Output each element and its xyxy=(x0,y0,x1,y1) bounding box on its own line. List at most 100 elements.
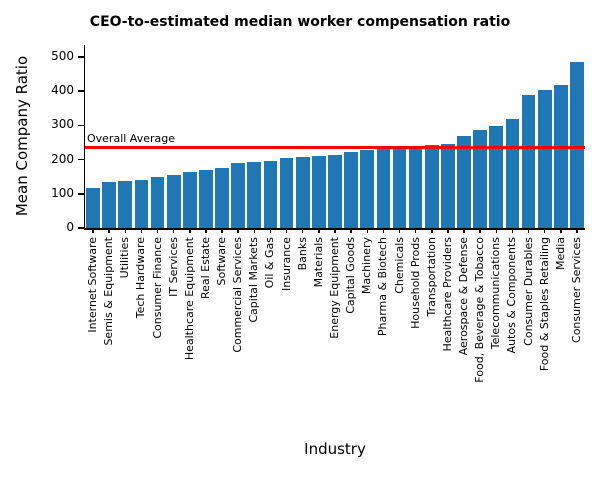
x-tick-label: Energy Equipment xyxy=(328,237,341,339)
x-tick-mark xyxy=(205,228,207,233)
bar xyxy=(312,156,326,228)
y-tick-label: 200 xyxy=(51,151,74,166)
bar xyxy=(441,143,455,228)
x-tick-mark xyxy=(318,228,320,233)
bar xyxy=(295,157,310,228)
bar xyxy=(182,172,197,228)
y-axis-label: Mean Company Ratio xyxy=(13,55,31,217)
y-tick-mark xyxy=(77,124,84,127)
bar xyxy=(247,162,262,228)
x-tick-label: Capital Goods xyxy=(344,237,358,314)
x-tick-mark xyxy=(334,228,336,233)
x-tick-mark xyxy=(189,228,191,233)
x-tick-label: Capital Markets xyxy=(247,237,261,323)
x-tick-label: Consumer Services xyxy=(569,237,583,343)
x-tick-label: Tech Hardware xyxy=(134,237,148,319)
y-tick-mark xyxy=(77,56,84,58)
x-tick-mark xyxy=(366,228,368,233)
x-tick-mark xyxy=(156,228,159,233)
x-tick-label: Consumer Durables xyxy=(521,237,535,346)
x-tick-label: Utilities xyxy=(118,237,132,279)
x-tick-label: Telecommunications xyxy=(489,237,503,350)
x-tick-label: Consumer Finance xyxy=(150,237,164,339)
x-tick-mark xyxy=(108,228,110,233)
y-tick-mark xyxy=(77,193,84,195)
bar xyxy=(150,177,165,228)
x-tick-label: Healthcare Providers xyxy=(440,237,454,352)
bar xyxy=(570,62,584,228)
y-tick-mark xyxy=(77,90,84,92)
bar xyxy=(408,146,423,228)
x-tick-label: Healthcare Equipment xyxy=(182,237,196,361)
x-tick-label: Household Prods xyxy=(408,237,422,329)
bar xyxy=(215,167,229,228)
bar xyxy=(360,150,375,228)
bar xyxy=(118,181,133,228)
overall-average-annotation: Overall Average xyxy=(87,131,175,145)
x-tick-label: Chemicals xyxy=(392,237,406,294)
bar xyxy=(263,160,278,228)
x-tick-mark xyxy=(124,228,127,233)
x-tick-label: Materials xyxy=(311,237,325,288)
bar xyxy=(473,130,487,228)
x-tick-mark xyxy=(576,228,578,233)
bar xyxy=(231,163,246,228)
x-tick-mark xyxy=(237,228,239,233)
x-tick-label: Transportation xyxy=(424,237,438,317)
x-tick-label: Internet Software xyxy=(86,237,100,333)
x-tick-label: Autos & Components xyxy=(505,237,519,354)
x-tick-mark xyxy=(560,228,562,233)
bar xyxy=(521,94,536,228)
bar xyxy=(86,187,100,228)
y-tick-label: 100 xyxy=(51,185,74,200)
x-tick-label: Food, Beverage & Tobacco xyxy=(473,237,487,383)
x-tick-mark xyxy=(382,228,385,233)
x-tick-mark xyxy=(350,228,352,233)
x-tick-mark xyxy=(221,228,223,233)
x-tick-label: Machinery xyxy=(360,237,374,295)
bar xyxy=(279,158,294,228)
bar xyxy=(166,174,181,228)
x-tick-mark xyxy=(495,228,498,233)
y-tick-mark xyxy=(77,158,84,161)
x-tick-label: Food & Staples Retailing xyxy=(537,237,551,372)
x-tick-mark xyxy=(543,228,546,233)
bar xyxy=(392,147,407,228)
x-tick-label: IT Services xyxy=(166,237,180,297)
bar xyxy=(457,135,471,228)
y-tick-label: 500 xyxy=(51,48,74,63)
y-tick-mark xyxy=(77,227,84,229)
bar xyxy=(328,155,342,228)
bar xyxy=(553,85,568,228)
bar xyxy=(489,126,504,228)
x-tick-label: Real Estate xyxy=(198,237,212,300)
x-tick-label: Media xyxy=(553,237,567,271)
bar xyxy=(376,148,391,228)
y-tick-label: 400 xyxy=(51,83,74,98)
x-tick-label: Oil & Gas xyxy=(263,237,277,289)
chart-title: CEO-to-estimated median worker compensat… xyxy=(89,14,511,30)
x-tick-mark xyxy=(253,228,256,233)
x-tick-mark xyxy=(414,228,417,233)
x-tick-label: Pharma & Biotech xyxy=(376,237,390,337)
x-tick-label: Commercial Services xyxy=(231,237,245,353)
x-tick-mark xyxy=(431,228,433,233)
x-tick-mark xyxy=(463,228,465,233)
bar xyxy=(505,118,520,228)
x-tick-mark xyxy=(285,228,288,233)
x-tick-label: Banks xyxy=(295,237,309,271)
bar xyxy=(199,169,213,228)
x-tick-mark xyxy=(172,228,175,233)
x-tick-label: Semis & Equipment xyxy=(102,237,116,346)
x-tick-mark xyxy=(511,228,514,233)
y-tick-label: 300 xyxy=(51,117,74,132)
bar xyxy=(424,145,439,228)
x-tick-mark xyxy=(527,228,530,233)
x-tick-mark xyxy=(447,228,449,233)
bar xyxy=(344,152,358,228)
x-tick-mark xyxy=(479,228,481,233)
overall-average-line xyxy=(85,146,585,150)
y-tick-label: 0 xyxy=(66,220,74,234)
x-tick-label: Insurance xyxy=(279,237,293,291)
